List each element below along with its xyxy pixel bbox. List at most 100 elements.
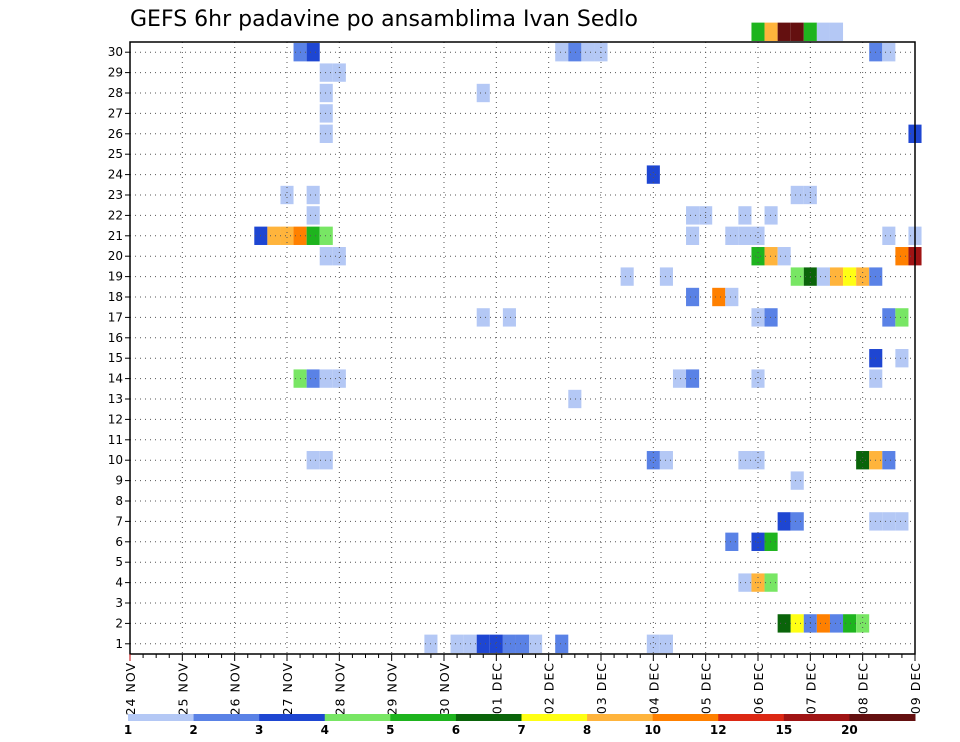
heatmap-cell <box>280 185 294 205</box>
heatmap-cell <box>843 267 857 286</box>
y-tick-label: 21 <box>108 229 123 243</box>
plot-frame <box>129 41 916 655</box>
legend-label: 3 <box>255 723 263 737</box>
heatmap-cell <box>816 22 830 41</box>
legend-swatch <box>718 714 785 721</box>
legend-swatch <box>128 714 195 721</box>
heatmap-cell <box>816 267 830 286</box>
legend-label: 2 <box>189 723 197 737</box>
heatmap-cell <box>306 43 320 62</box>
heatmap-cell <box>646 165 660 184</box>
legend-label: 4 <box>321 723 329 737</box>
heatmap-cell <box>686 206 700 225</box>
legend-label: 12 <box>710 723 727 737</box>
x-tick-label: 09 DEC <box>908 662 923 714</box>
legend-swatch <box>259 714 326 721</box>
y-tick-label: 2 <box>115 616 123 630</box>
color-legend: 1 2 3 4 5 6 7 8 10 12 15 20 <box>124 714 916 737</box>
y-tick-label: 29 <box>108 66 123 80</box>
heatmap-cell <box>790 267 804 286</box>
legend-swatch <box>390 714 457 721</box>
heatmap-cell <box>777 512 791 531</box>
heatmap-cell <box>712 287 726 307</box>
heatmap-cell <box>659 634 673 653</box>
heatmap-cell <box>646 634 660 653</box>
heatmap-cell <box>882 308 896 327</box>
y-tick-label: 20 <box>108 249 123 263</box>
x-tick-label: 08 DEC <box>856 662 871 714</box>
heatmap-cell <box>882 451 896 470</box>
y-tick-label: 12 <box>108 412 123 426</box>
heatmap-cell <box>646 451 660 470</box>
heatmap-cell <box>476 308 490 327</box>
x-tick-label: 29 NOV <box>385 662 400 715</box>
heatmap-cell <box>568 43 582 62</box>
heatmap-cell <box>856 451 870 470</box>
heatmap-cell <box>790 185 804 205</box>
heatmap-cell <box>764 573 778 592</box>
heatmap-cell <box>332 369 346 388</box>
heatmap-cell <box>895 308 909 327</box>
heatmap-cell <box>790 22 804 41</box>
heatmap-cell <box>319 369 333 388</box>
x-tick-label: 03 DEC <box>594 662 609 714</box>
heatmap-cell <box>725 532 739 551</box>
heatmap-cell <box>686 287 700 307</box>
x-tick-label: 05 DEC <box>699 662 714 714</box>
x-tick-label: 27 NOV <box>280 662 295 715</box>
heatmap-cell <box>829 22 844 41</box>
heatmap-cell <box>319 451 333 470</box>
y-tick-label: 16 <box>108 331 123 345</box>
heatmap-cell <box>738 573 752 592</box>
x-tick-label: 25 NOV <box>175 662 190 715</box>
heatmap-cell <box>476 83 490 103</box>
heatmap-cell <box>738 451 752 470</box>
x-tick-label: 01 DEC <box>489 662 504 714</box>
legend-label: 1 <box>124 723 132 737</box>
y-tick-label: 9 <box>115 474 123 488</box>
x-tick-label: 26 NOV <box>228 662 243 715</box>
heatmap-cell <box>751 369 765 388</box>
heatmap-cell <box>620 267 634 286</box>
y-tick-label: 4 <box>115 576 123 590</box>
heatmap-cell <box>489 634 503 653</box>
heatmap-cell <box>777 22 791 41</box>
legend-label: 20 <box>841 723 858 737</box>
heatmap-cell <box>476 634 490 653</box>
legend-swatch <box>521 714 588 721</box>
heatmap-cell <box>332 247 346 266</box>
heatmap-cell <box>764 308 778 327</box>
heatmap-cell <box>306 451 320 470</box>
x-tick-label: 06 DEC <box>751 662 766 714</box>
heatmap-cell <box>816 614 830 633</box>
heatmap-cells <box>254 22 922 653</box>
heatmap-cell <box>764 206 778 225</box>
heatmap-cell <box>738 206 752 225</box>
heatmap-cell <box>280 226 294 245</box>
legend-swatch <box>193 714 260 721</box>
legend-swatch <box>652 714 719 721</box>
heatmap-cell <box>764 247 778 266</box>
legend-swatch <box>783 714 850 721</box>
legend-label: 6 <box>452 723 460 737</box>
heatmap-cell <box>319 104 333 123</box>
heatmap-cell <box>306 369 320 388</box>
y-tick-label: 3 <box>115 596 123 610</box>
heatmap-cell <box>895 247 909 266</box>
legend-swatch <box>587 714 654 721</box>
heatmap-cell <box>751 226 765 245</box>
heatmap-cell <box>555 634 569 653</box>
legend-label: 5 <box>386 723 394 737</box>
heatmap-cell <box>555 43 569 62</box>
heatmap-cell <box>751 532 765 551</box>
heatmap-cell <box>751 451 765 470</box>
y-tick-label: 8 <box>115 494 123 508</box>
heatmap-cell <box>319 247 333 266</box>
heatmap-cell <box>659 451 673 470</box>
heatmap-cell <box>777 247 791 266</box>
heatmap-cell <box>790 471 804 490</box>
heatmap-cell <box>725 226 739 245</box>
heatmap-cell <box>686 226 700 245</box>
heatmap-cell <box>790 512 804 531</box>
